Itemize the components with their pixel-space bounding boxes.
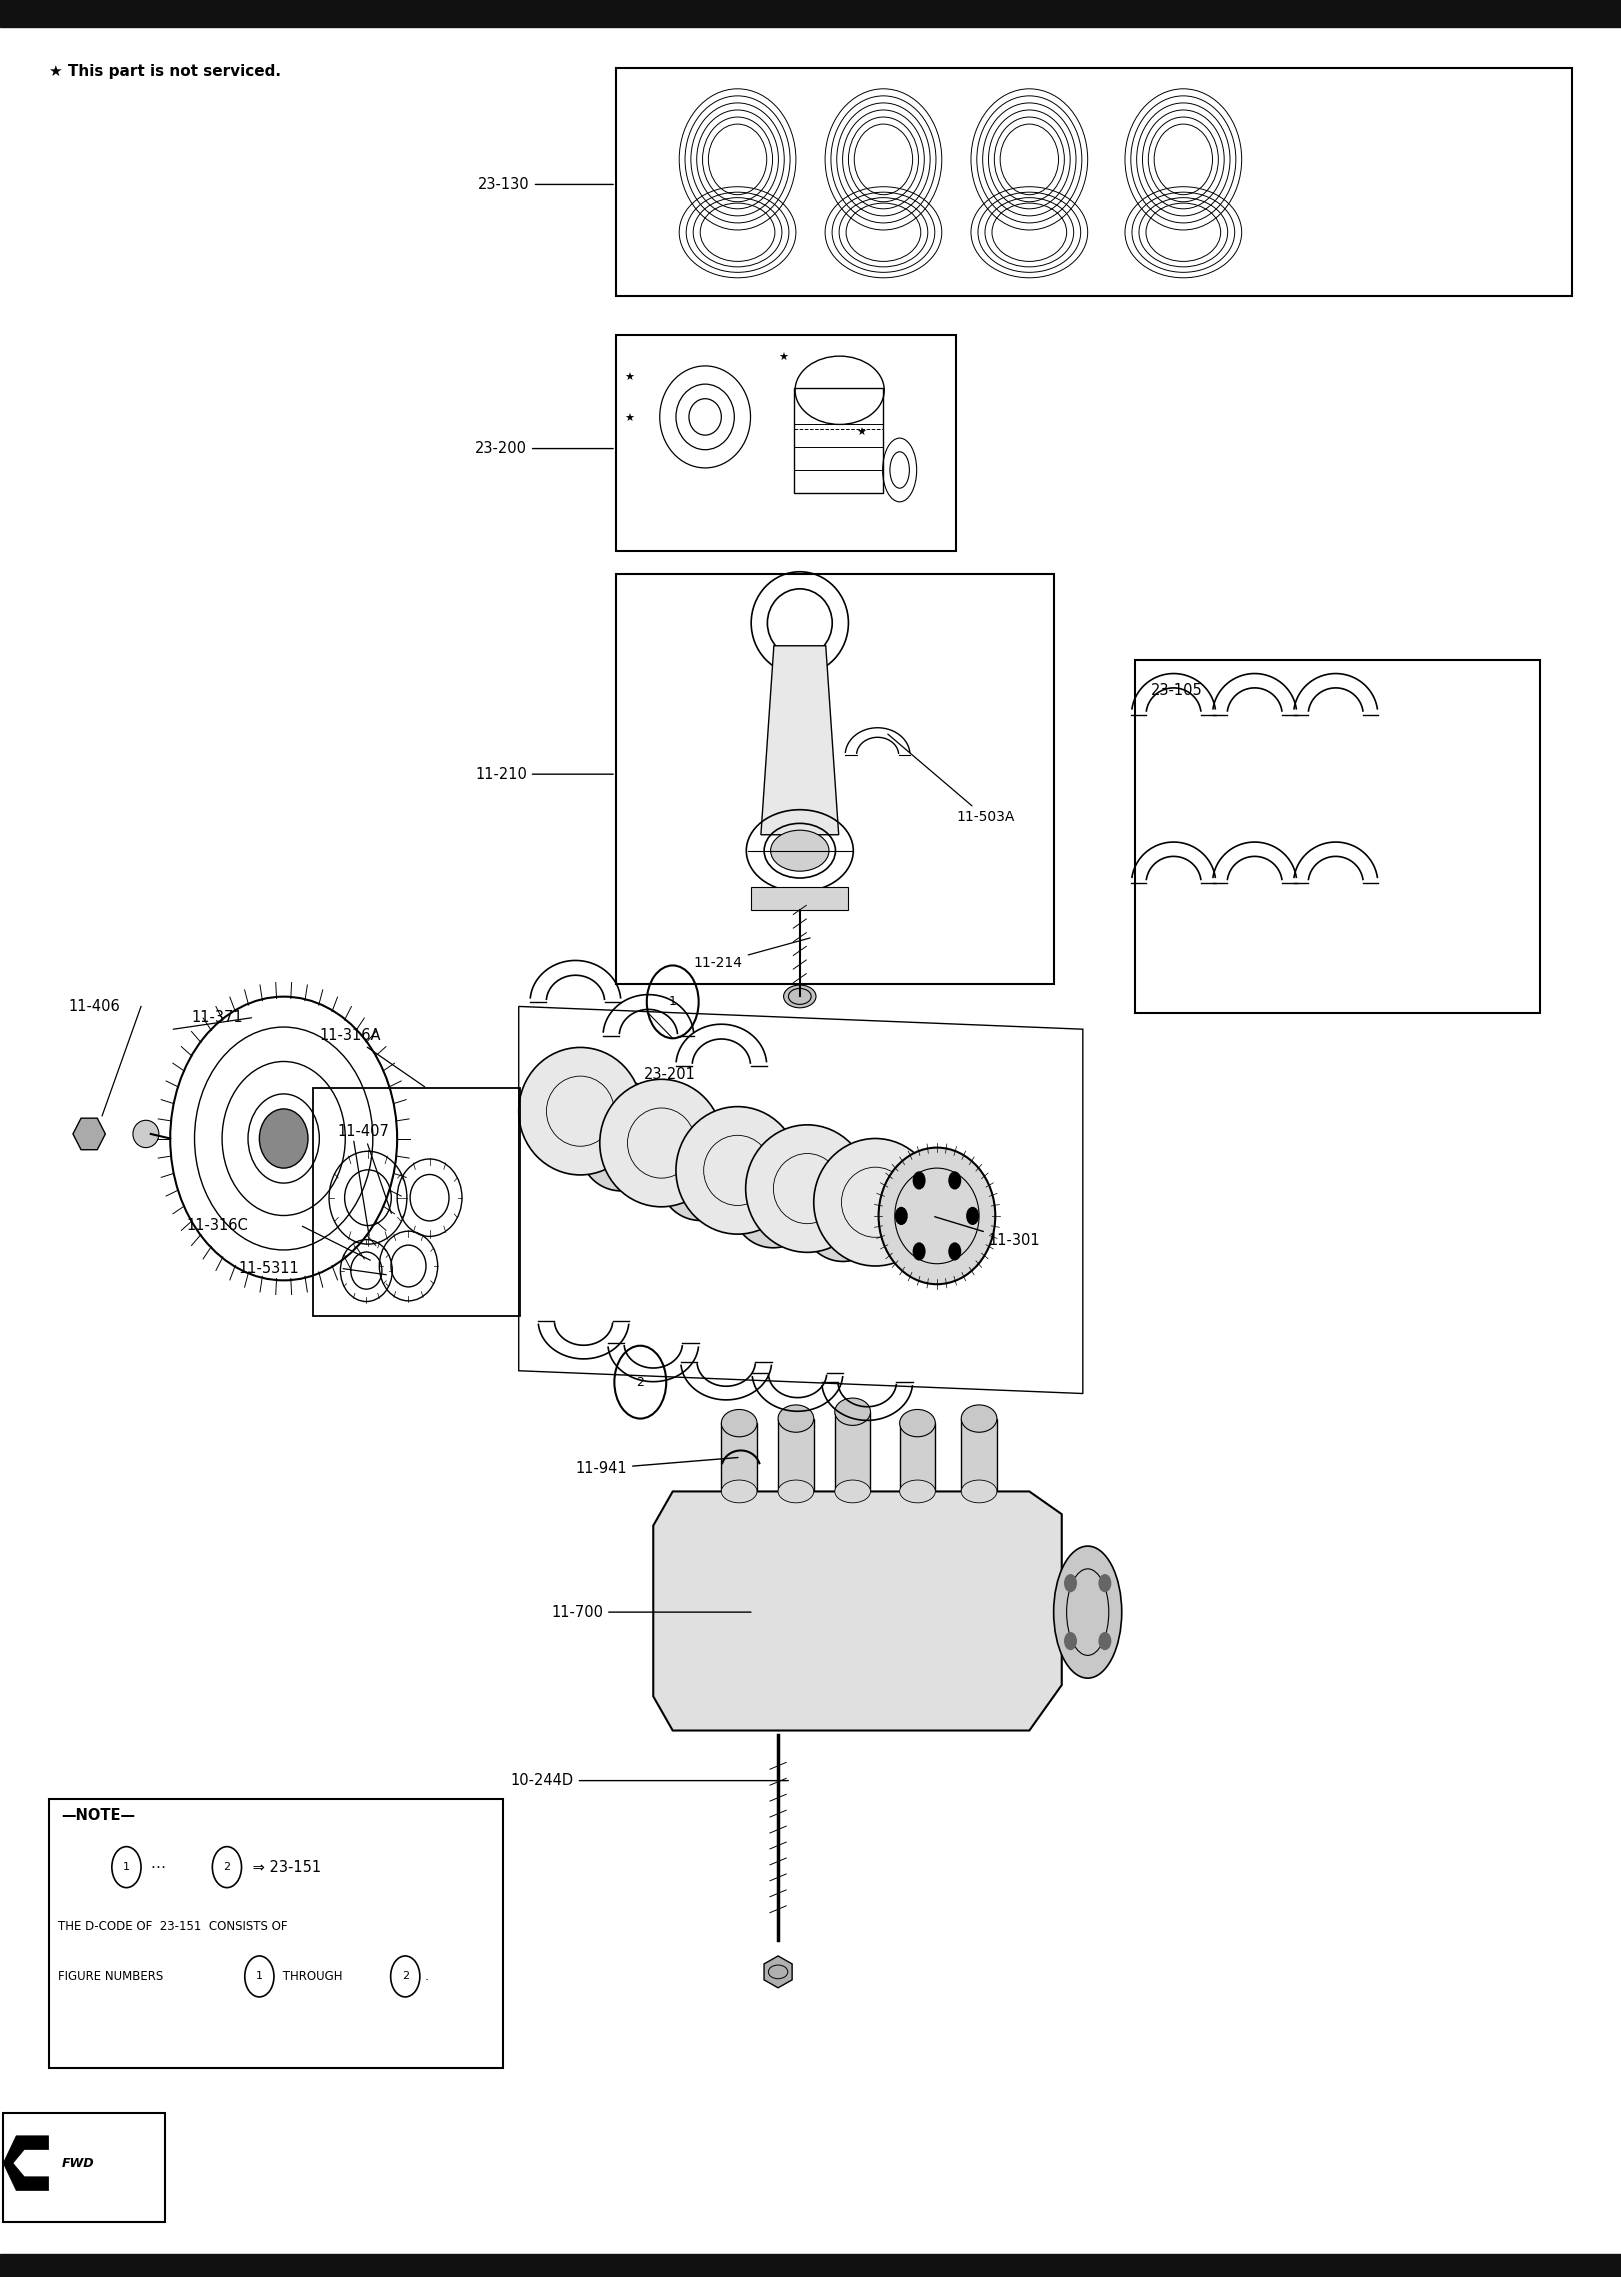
Ellipse shape	[770, 831, 828, 872]
Ellipse shape	[835, 1398, 870, 1425]
Text: 11-371: 11-371	[191, 1011, 243, 1025]
Ellipse shape	[259, 1109, 308, 1168]
Circle shape	[1099, 1633, 1112, 1651]
Text: 11-316A: 11-316A	[319, 1027, 425, 1086]
Text: ⋯: ⋯	[146, 1860, 170, 1874]
Circle shape	[948, 1243, 961, 1261]
Text: 11-210: 11-210	[475, 767, 613, 781]
Bar	[616, 68, 1572, 296]
Text: 1: 1	[123, 1863, 130, 1872]
Ellipse shape	[1054, 1546, 1122, 1678]
Polygon shape	[661, 1093, 738, 1220]
Bar	[721, 1423, 757, 1491]
Text: 2: 2	[637, 1375, 644, 1389]
Bar	[0, 2254, 1621, 2277]
Text: .: .	[425, 1970, 428, 1983]
Ellipse shape	[580, 1109, 661, 1191]
Text: 23-200: 23-200	[475, 442, 613, 455]
Polygon shape	[580, 1061, 661, 1193]
Ellipse shape	[676, 1107, 799, 1234]
Text: FIGURE NUMBERS: FIGURE NUMBERS	[58, 1970, 167, 1983]
Polygon shape	[653, 1491, 1062, 1731]
Ellipse shape	[733, 1166, 814, 1248]
Bar	[616, 574, 1054, 984]
Bar	[794, 387, 883, 492]
Text: 2: 2	[224, 1863, 230, 1872]
Text: THE D-CODE OF  23-151  CONSISTS OF: THE D-CODE OF 23-151 CONSISTS OF	[58, 1920, 289, 1933]
Polygon shape	[807, 1138, 875, 1252]
Bar	[778, 1419, 814, 1491]
Bar	[751, 888, 848, 911]
Ellipse shape	[802, 1179, 883, 1261]
Bar	[313, 1088, 520, 1316]
Text: ★: ★	[856, 428, 866, 437]
Bar	[900, 1423, 935, 1491]
Text: ★: ★	[624, 414, 634, 424]
Text: 23-130: 23-130	[478, 178, 613, 191]
Text: 11-503A: 11-503A	[888, 733, 1015, 824]
Polygon shape	[738, 1120, 807, 1239]
Text: 11-214: 11-214	[694, 938, 810, 970]
Text: 11-406: 11-406	[68, 1000, 120, 1013]
Text: ★ This part is not serviced.: ★ This part is not serviced.	[49, 64, 280, 80]
Text: 11-407: 11-407	[337, 1123, 391, 1214]
Polygon shape	[3, 2136, 49, 2190]
Circle shape	[948, 1170, 961, 1189]
Text: —NOTE—: —NOTE—	[62, 1808, 136, 1824]
Ellipse shape	[814, 1138, 937, 1266]
Ellipse shape	[746, 1125, 869, 1252]
Ellipse shape	[835, 1480, 870, 1503]
Ellipse shape	[900, 1480, 935, 1503]
Text: 23-105: 23-105	[1151, 683, 1203, 699]
Text: 1: 1	[256, 1972, 263, 1981]
Circle shape	[913, 1170, 926, 1189]
Circle shape	[895, 1207, 908, 1225]
Polygon shape	[73, 1118, 105, 1150]
Ellipse shape	[519, 1047, 642, 1175]
Ellipse shape	[660, 1138, 741, 1220]
Text: 11-700: 11-700	[551, 1605, 751, 1619]
Text: 23-201: 23-201	[644, 1068, 695, 1082]
Circle shape	[1063, 1573, 1076, 1592]
Text: 1: 1	[669, 995, 676, 1009]
Text: ⇒ 23-151: ⇒ 23-151	[248, 1860, 321, 1874]
Bar	[616, 335, 956, 551]
Bar	[49, 1799, 503, 2068]
Text: 11-316C: 11-316C	[186, 1218, 248, 1232]
Polygon shape	[760, 647, 838, 836]
Circle shape	[1063, 1633, 1076, 1651]
Text: 2: 2	[402, 1972, 408, 1981]
Ellipse shape	[961, 1405, 997, 1432]
Ellipse shape	[900, 1409, 935, 1437]
Circle shape	[966, 1207, 979, 1225]
Text: 11-5311: 11-5311	[238, 1261, 298, 1275]
Bar	[1135, 660, 1540, 1013]
Ellipse shape	[721, 1480, 757, 1503]
Circle shape	[913, 1243, 926, 1261]
Bar	[961, 1419, 997, 1491]
Text: ★: ★	[778, 353, 788, 362]
Text: FWD: FWD	[62, 2156, 94, 2170]
Bar	[0, 0, 1621, 27]
Bar	[835, 1412, 870, 1491]
Text: 11-941: 11-941	[575, 1457, 738, 1475]
Ellipse shape	[879, 1148, 995, 1284]
Bar	[3, 2113, 165, 2222]
Ellipse shape	[783, 986, 815, 1009]
Ellipse shape	[600, 1079, 723, 1207]
Text: THROUGH: THROUGH	[279, 1970, 345, 1983]
Ellipse shape	[961, 1480, 997, 1503]
Text: ★: ★	[624, 373, 634, 383]
Text: 10-244D: 10-244D	[511, 1774, 788, 1787]
Ellipse shape	[721, 1409, 757, 1437]
Ellipse shape	[778, 1480, 814, 1503]
Circle shape	[1099, 1573, 1112, 1592]
Polygon shape	[763, 1956, 793, 1988]
Text: 11-301: 11-301	[935, 1216, 1041, 1248]
Ellipse shape	[133, 1120, 159, 1148]
Ellipse shape	[778, 1405, 814, 1432]
